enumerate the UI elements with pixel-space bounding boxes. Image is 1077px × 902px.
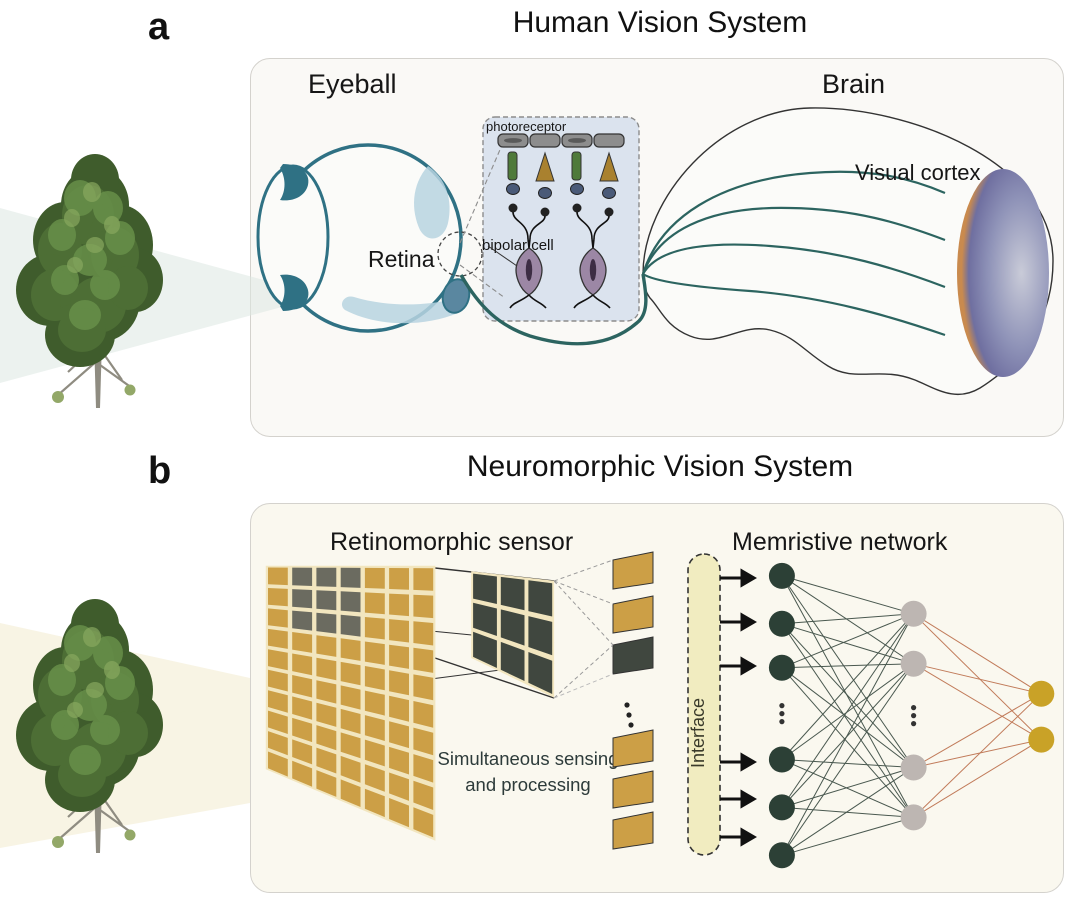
svg-text:photoreceptor: photoreceptor: [486, 119, 567, 134]
svg-text:bipolar cell: bipolar cell: [482, 237, 554, 254]
svg-text:Simultaneous sensing: Simultaneous sensing: [438, 748, 619, 769]
svg-text:Eyeball: Eyeball: [308, 69, 397, 99]
svg-text:Visual cortex: Visual cortex: [855, 160, 981, 185]
svg-text:Interface: Interface: [688, 698, 708, 768]
svg-text:Brain: Brain: [822, 69, 885, 99]
svg-text:and processing: and processing: [465, 774, 590, 795]
svg-text:Retina: Retina: [368, 246, 435, 272]
